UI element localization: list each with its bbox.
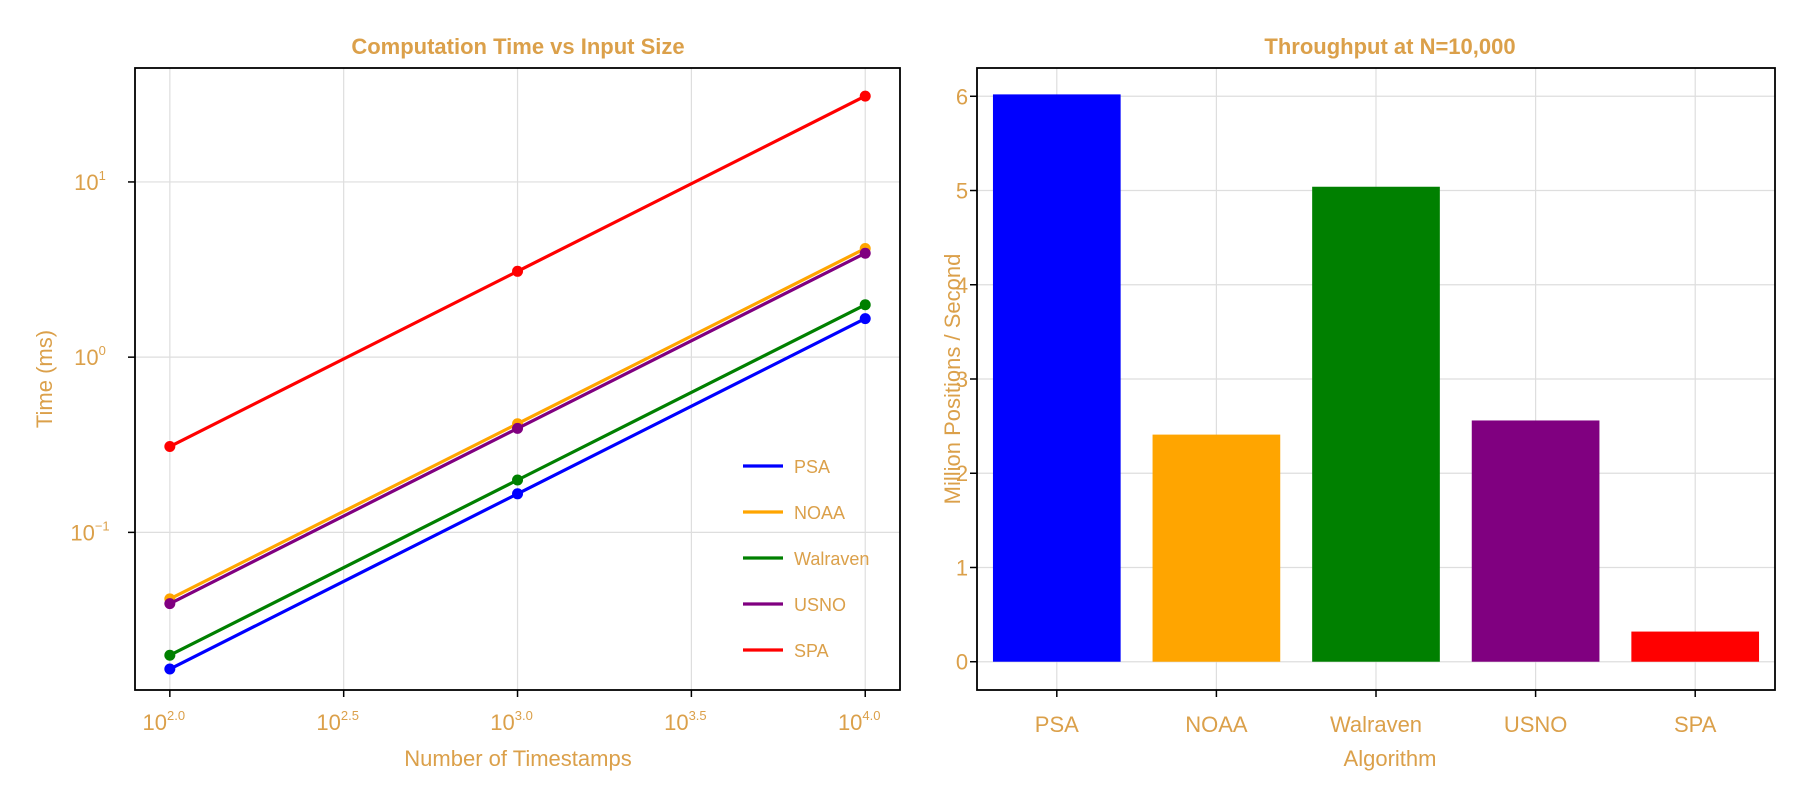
legend-label-psa: PSA: [794, 457, 830, 477]
x-tick-label: NOAA: [1185, 712, 1248, 737]
y-tick-label: 6: [956, 84, 968, 109]
y-tick-label: 4: [956, 273, 968, 298]
x-tick-label: 102.5: [316, 708, 359, 735]
y-tick-label: 2: [956, 461, 968, 486]
bar-chart-y-ticks: 0 1 2 3 4 5 6: [956, 84, 977, 675]
line-chart-y-ticks: 10−1 100 101: [70, 168, 135, 545]
line-chart-series: [164, 90, 871, 675]
line-chart-panel: Computation Time vs Input Size 102.0 102.…: [32, 34, 901, 771]
legend-label-noaa: NOAA: [794, 503, 845, 523]
data-point-walraven: [512, 474, 524, 486]
x-tick-label: 103.5: [664, 708, 707, 735]
y-tick-label: 3: [956, 367, 968, 392]
x-tick-label: 103.0: [490, 708, 533, 735]
y-tick-label: 0: [956, 650, 968, 675]
bar-chart-y-axis-label: Million Positions / Second: [940, 254, 965, 505]
line-chart-y-axis-label: Time (ms): [32, 330, 57, 428]
x-tick-label: 104.0: [838, 708, 881, 735]
data-point-walraven: [164, 649, 176, 661]
bar-chart-bars: [992, 94, 1760, 662]
data-point-spa: [512, 265, 524, 277]
x-tick-label: SPA: [1674, 712, 1717, 737]
y-tick-label: 1: [956, 555, 968, 580]
legend-label-walraven: Walraven: [794, 549, 869, 569]
bar-chart-x-axis-label: Algorithm: [1344, 746, 1437, 771]
legend-label-usno: USNO: [794, 595, 846, 615]
x-tick-label: Walraven: [1330, 712, 1422, 737]
bar-noaa: [1152, 434, 1281, 662]
y-tick-label: 101: [74, 168, 106, 195]
bar-usno: [1471, 420, 1600, 662]
line-chart-legend: PSA NOAA Walraven USNO SPA: [743, 457, 869, 661]
data-point-psa: [859, 313, 871, 325]
legend-label-spa: SPA: [794, 641, 829, 661]
line-chart-title: Computation Time vs Input Size: [351, 34, 684, 59]
x-tick-label: PSA: [1035, 712, 1079, 737]
line-chart-grid: [135, 68, 900, 690]
bar-chart-x-ticks: PSA NOAA Walraven USNO SPA: [1035, 690, 1717, 737]
data-point-usno: [512, 422, 524, 434]
bar-spa: [1631, 631, 1760, 662]
data-point-usno: [164, 598, 176, 610]
bar-psa: [992, 94, 1121, 662]
bar-chart-title: Throughput at N=10,000: [1264, 34, 1515, 59]
data-point-spa: [859, 90, 871, 102]
line-chart-x-axis-label: Number of Timestamps: [404, 746, 631, 771]
y-tick-label: 100: [74, 343, 106, 370]
x-tick-label: USNO: [1504, 712, 1568, 737]
line-chart-x-ticks: 102.0 102.5 103.0 103.5 104.0: [143, 690, 881, 735]
data-point-psa: [164, 663, 176, 675]
bar-walraven: [1312, 186, 1440, 662]
data-point-usno: [859, 247, 871, 259]
data-point-psa: [512, 488, 524, 500]
data-point-spa: [164, 441, 176, 453]
bar-chart-panel: Throughput at N=10,000 PSA NOAA Walraven US…: [940, 34, 1776, 771]
data-point-walraven: [859, 299, 871, 311]
y-tick-label: 5: [956, 179, 968, 204]
y-tick-label: 10−1: [70, 518, 109, 545]
x-tick-label: 102.0: [143, 708, 186, 735]
